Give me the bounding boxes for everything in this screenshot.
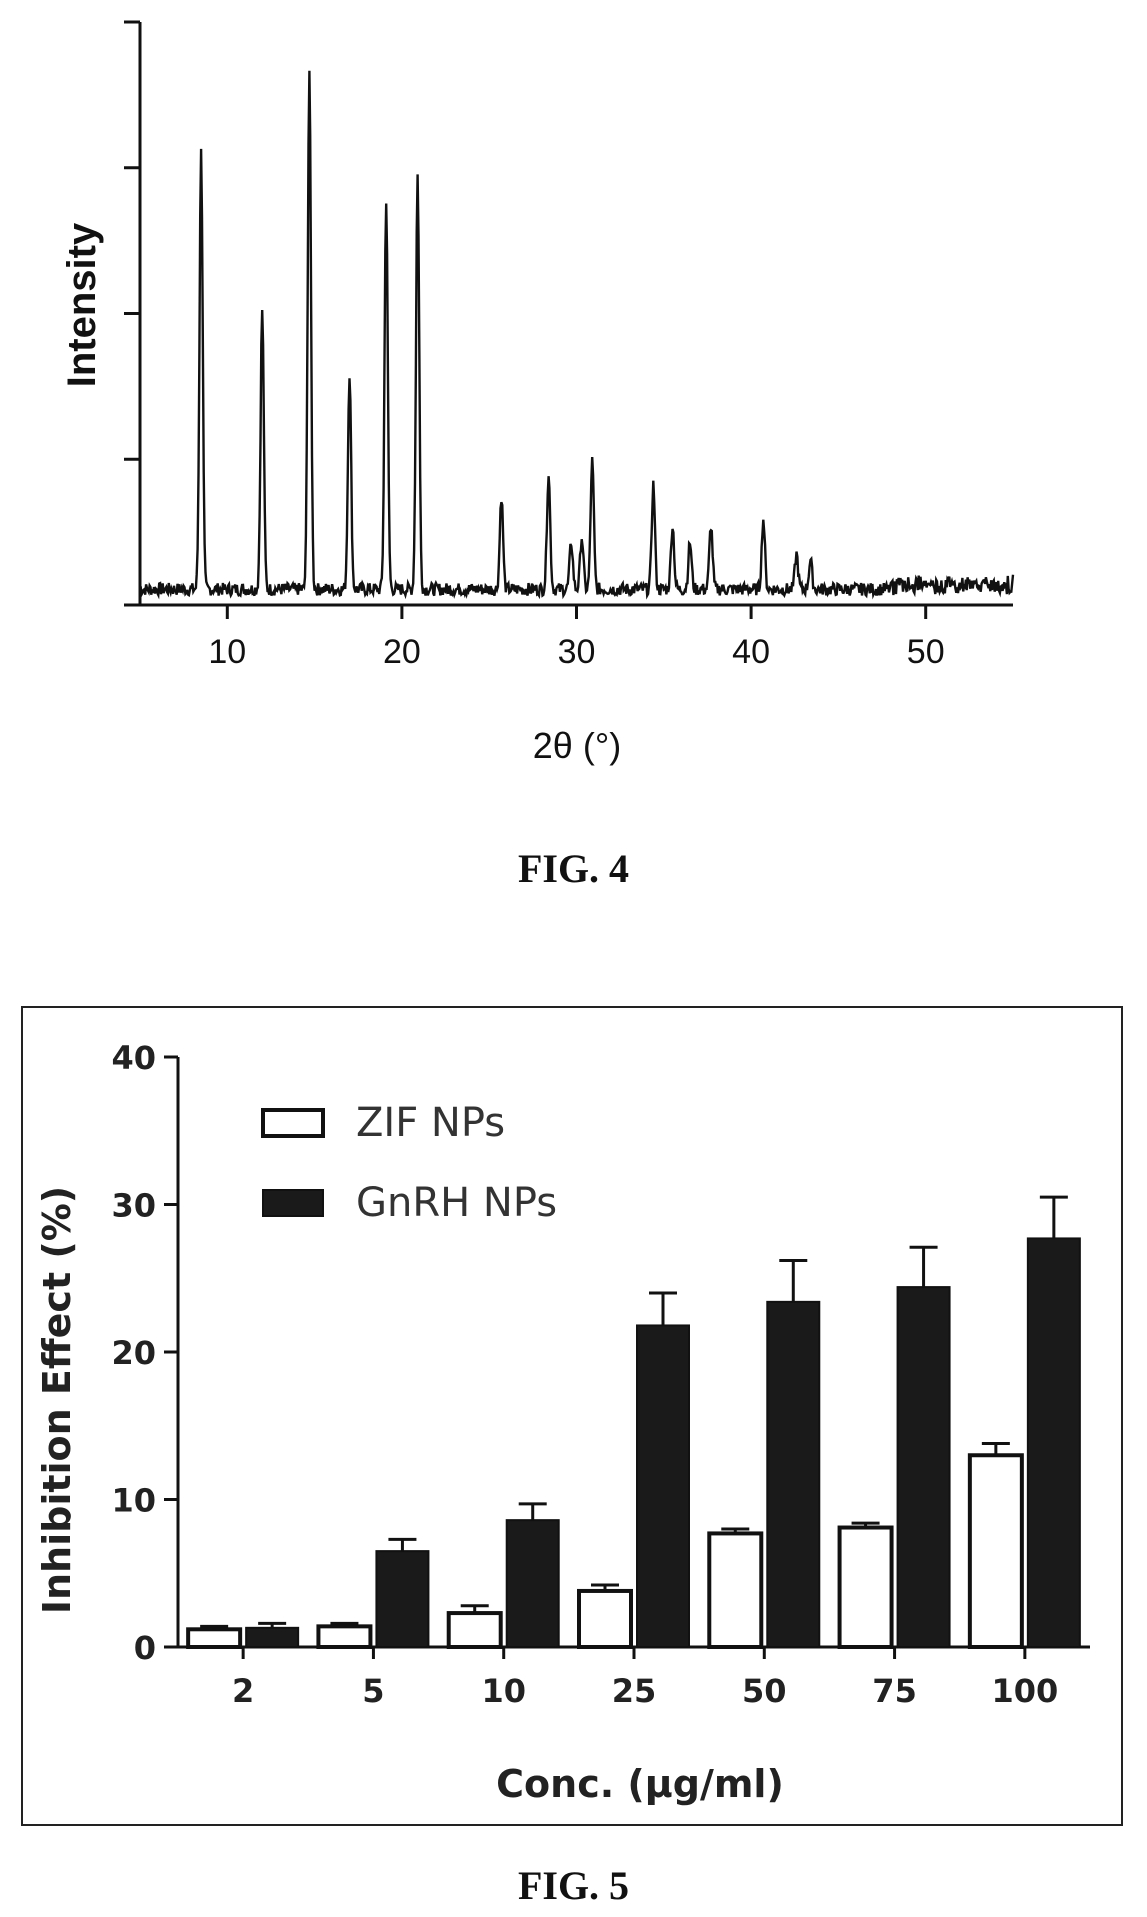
legend-label-zif: ZIF NPs <box>356 1100 505 1146</box>
bar-zif <box>707 1531 764 1650</box>
xrd-x-tick-label: 40 <box>732 633 770 671</box>
xrd-y-axis-label: Intensity <box>60 222 104 387</box>
bar-gnrh <box>766 1300 821 1648</box>
bar-x-tick-label: 50 <box>742 1672 787 1710</box>
xrd-axes <box>124 20 1013 607</box>
bar-x-tick-label: 5 <box>362 1672 384 1710</box>
xrd-x-tick-label: 30 <box>558 633 596 671</box>
bar-zif <box>186 1627 243 1650</box>
bar-gnrh <box>1026 1237 1081 1649</box>
legend-swatch-gnrh <box>262 1189 324 1217</box>
fig5-caption: FIG. 5 <box>517 1863 630 1908</box>
bar-y-tick-label: 30 <box>111 1187 156 1225</box>
legend: ZIF NPs GnRH NPs <box>261 1100 557 1226</box>
bar-x-tick-label: 10 <box>481 1672 526 1710</box>
legend-swatch-zif <box>261 1108 325 1138</box>
bar-x-ticks: 2 5 10 25 50 75 100 <box>232 1647 1058 1710</box>
bar-y-axis-label: Inhibition Effect (%) <box>35 1186 79 1614</box>
bar-y-tick-label: 10 <box>111 1482 156 1520</box>
bar-x-tick-label: 25 <box>612 1672 657 1710</box>
bar-zif <box>837 1525 894 1650</box>
bar-gnrh <box>505 1519 560 1649</box>
xrd-x-tick-label: 50 <box>907 633 945 671</box>
fig4-caption: FIG. 4 <box>517 846 630 891</box>
bar-gnrh <box>896 1286 951 1648</box>
bar-zif <box>446 1611 503 1649</box>
xrd-trace <box>139 70 1015 600</box>
legend-label-gnrh: GnRH NPs <box>356 1180 557 1226</box>
bar-x-axis-label: Conc. (μg/ml) <box>496 1762 784 1806</box>
bar-zif <box>577 1588 633 1649</box>
bar-gnrh <box>375 1550 430 1648</box>
bar-y-tick-label: 0 <box>134 1629 156 1667</box>
bar-gnrh <box>245 1626 300 1648</box>
bar-zif <box>967 1453 1024 1649</box>
xrd-x-tick-label: 10 <box>208 633 246 671</box>
xrd-x-ticks: 10 20 30 40 50 <box>208 605 945 671</box>
bar-x-tick-label: 100 <box>991 1672 1058 1710</box>
bar-zif <box>316 1624 373 1649</box>
xrd-x-tick-label: 20 <box>383 633 421 671</box>
bar-gnrh <box>636 1324 690 1648</box>
bar-x-tick-label: 2 <box>232 1672 254 1710</box>
chart-frame <box>21 1006 1123 1826</box>
bar-series <box>186 1195 1081 1650</box>
bar-x-tick-label: 75 <box>872 1672 917 1710</box>
bar-y-tick-label: 20 <box>111 1334 156 1372</box>
xrd-chart: 10 20 30 40 50 Intensity 2θ (°) <box>60 20 1015 766</box>
xrd-x-axis-label: 2θ (°) <box>533 725 621 766</box>
bar-y-tick-label: 40 <box>111 1039 156 1077</box>
